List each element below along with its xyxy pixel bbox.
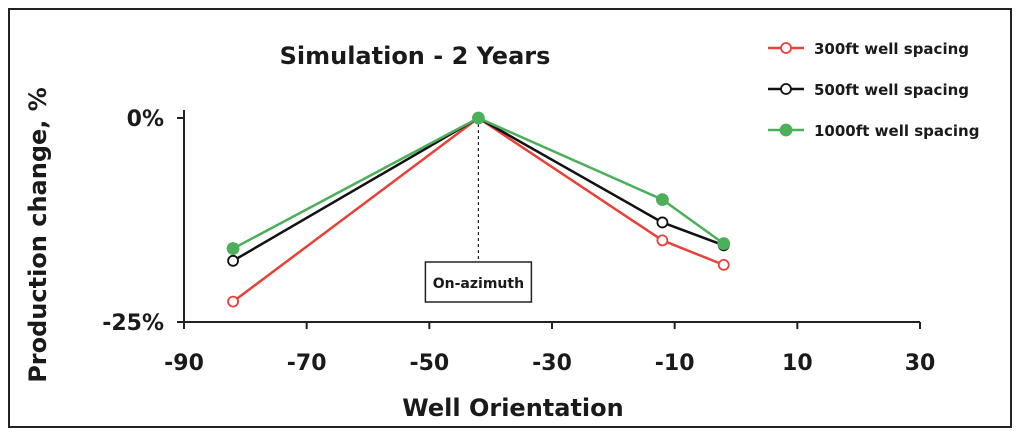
series-line-2 (232, 116, 725, 262)
annotation-label: On-azimuth (433, 276, 524, 292)
x-tick-label: 10 (782, 351, 813, 376)
legend-entry: 500ft well spacing (814, 81, 969, 99)
data-point (471, 111, 485, 125)
legend: 300ft well spacing 500ft well spacing 1000… (768, 40, 979, 140)
annotation-group: On-azimuth (424, 118, 533, 303)
series-group (226, 111, 731, 308)
legend-swatch-marker (779, 123, 793, 137)
x-tick-label: -10 (655, 351, 695, 376)
series-line-1 (232, 116, 725, 303)
ticks: -90 -70 -50 -30 -10 10 30 0% -25% (102, 107, 935, 376)
data-point (656, 234, 669, 247)
y-tick-label: -25% (102, 311, 164, 336)
data-point (717, 237, 731, 251)
x-tick-label: -30 (532, 351, 572, 376)
chart-frame (8, 8, 1012, 428)
x-tick-label: -70 (287, 351, 327, 376)
legend-entry: 1000ft well spacing (814, 122, 979, 140)
series-line-3 (232, 116, 725, 250)
y-axis-label: Production change, % (24, 87, 52, 383)
chart-title: Simulation - 2 Years (280, 42, 551, 70)
data-point (656, 193, 669, 207)
x-tick-label: -50 (409, 351, 449, 376)
annotation-box (424, 261, 533, 303)
data-point (717, 258, 730, 271)
legend-swatch-marker (780, 42, 792, 54)
y-tick-label: 0% (127, 107, 164, 132)
legend-entry: 300ft well spacing (814, 40, 969, 58)
x-tick-label: -90 (164, 351, 204, 376)
data-point (226, 242, 240, 255)
x-axis-label: Well Orientation (402, 394, 623, 422)
data-point (227, 295, 239, 308)
legend-swatch-marker (780, 83, 792, 95)
x-tick-label: 30 (905, 351, 936, 376)
data-point (227, 254, 239, 267)
data-point (656, 216, 669, 229)
